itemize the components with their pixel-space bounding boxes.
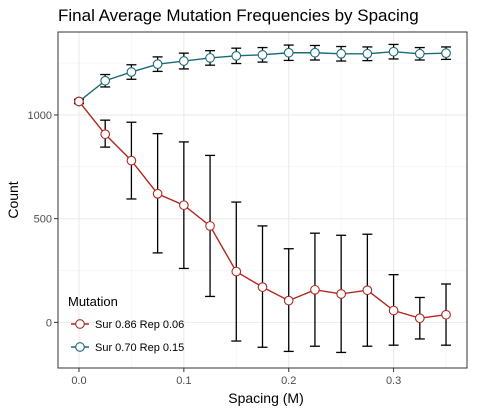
data-point [336, 289, 347, 299]
x-tick-label: 0.3 [386, 375, 401, 387]
x-tick-label: 0.0 [71, 375, 86, 387]
data-point [178, 200, 189, 211]
series-1 [73, 96, 452, 354]
x-tick-label: 0.1 [176, 375, 191, 387]
data-point [283, 295, 294, 306]
series-2 [73, 43, 452, 107]
data-point [388, 46, 399, 57]
data-point [231, 266, 242, 277]
data-point [205, 221, 215, 231]
legend-items: Sur 0.86 Rep 0.06 Sur 0.70 Rep 0.15 [71, 319, 184, 354]
data-point [414, 48, 425, 59]
legend-key-marker [75, 342, 85, 352]
data-point [310, 284, 320, 295]
data-point [336, 48, 347, 59]
y-tick-label: 1000 [28, 110, 52, 122]
y-axis: 0 500 1000 [28, 110, 58, 329]
panel-border [57, 31, 468, 369]
data-point [74, 96, 84, 107]
legend-title: Mutation [68, 294, 118, 309]
legend-key-marker [75, 319, 85, 329]
data-point [231, 51, 242, 61]
legend-label: Sur 0.86 Rep 0.06 [95, 319, 184, 331]
x-axis: 0.0 0.1 0.2 0.3 [71, 368, 401, 387]
plot-area [57, 31, 468, 369]
y-axis-title: Count [5, 181, 21, 218]
legend-item-1: Sur 0.86 Rep 0.06 [71, 319, 184, 331]
data-point [126, 67, 137, 77]
data-point [205, 53, 215, 63]
data-point [152, 59, 163, 69]
data-point [100, 129, 111, 140]
data-point [152, 188, 163, 199]
legend-item-2: Sur 0.70 Rep 0.15 [71, 342, 184, 354]
data-point [283, 47, 294, 58]
legend: Mutation Sur 0.86 Rep 0.06 Sur 0.70 Rep 0… [68, 294, 184, 354]
data-point [441, 309, 451, 320]
data-point [257, 282, 268, 292]
chart-title: Final Average Mutation Frequencies by Sp… [58, 6, 419, 25]
data-point [310, 47, 320, 58]
series-layer [73, 43, 452, 354]
data-point [362, 285, 373, 296]
x-tick-label: 0.2 [281, 375, 296, 387]
y-tick-label: 0 [46, 317, 52, 329]
data-point [414, 313, 425, 324]
legend-label: Sur 0.70 Rep 0.15 [95, 342, 184, 354]
data-point [362, 48, 373, 59]
x-axis-title: Spacing (M) [228, 390, 303, 406]
data-point [388, 305, 399, 316]
data-point [178, 56, 189, 66]
y-tick-label: 500 [34, 214, 52, 226]
data-point [441, 48, 451, 59]
data-point [126, 155, 137, 166]
data-point [100, 75, 111, 86]
data-point [257, 49, 268, 60]
